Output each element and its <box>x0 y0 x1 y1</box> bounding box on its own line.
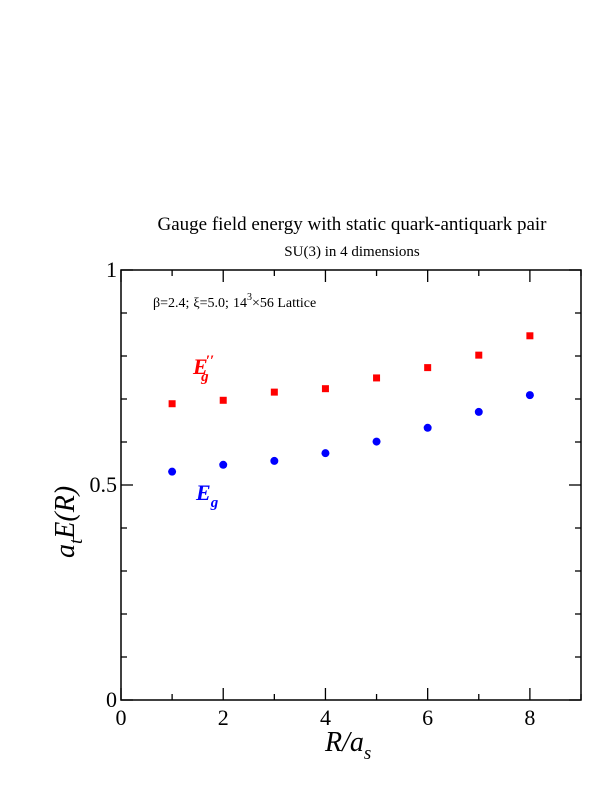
plot-frame <box>120 269 582 701</box>
x-tick-label: 8 <box>524 705 535 730</box>
x-tick-label: 0 <box>116 705 127 730</box>
y-tick-label: 0.5 <box>90 472 118 497</box>
data-point-series-0 <box>270 388 278 396</box>
y-tick-label: 1 <box>106 257 117 282</box>
x-tick-label: 2 <box>218 705 229 730</box>
data-point-series-1 <box>423 423 432 432</box>
lattice-annotation: β=2.4; ξ=5.0; 143×56 Lattice <box>153 292 316 311</box>
series-label-e-double-prime: E′′ g <box>192 353 214 385</box>
data-point-series-0 <box>321 385 329 393</box>
data-point-series-1 <box>321 449 330 458</box>
data-point-series-1 <box>270 456 279 465</box>
data-point-series-1 <box>525 391 534 400</box>
data-point-series-0 <box>168 400 176 408</box>
data-point-series-1 <box>474 407 483 416</box>
x-tick-label: 4 <box>320 705 331 730</box>
series-label-e-g: Eg <box>195 480 219 511</box>
data-point-series-0 <box>424 364 432 372</box>
data-point-series-0 <box>219 396 227 404</box>
chart-title: Gauge field energy with static quark-ant… <box>157 214 547 235</box>
data-point-series-0 <box>475 351 483 359</box>
data-point-series-1 <box>372 437 381 446</box>
data-point-series-0 <box>373 374 381 382</box>
data-series <box>168 332 534 476</box>
data-point-series-1 <box>219 460 228 469</box>
chart-subtitle: SU(3) in 4 dimensions <box>284 244 420 260</box>
x-tick-label: 6 <box>422 705 433 730</box>
axis-tick-labels: 0 2 4 6 8 0 0.5 1 <box>90 257 536 730</box>
axis-ticks <box>120 269 582 701</box>
data-point-series-0 <box>526 332 534 340</box>
x-axis-label: R/as <box>324 727 371 764</box>
y-tick-label: 0 <box>106 687 117 712</box>
y-axis-label: atE(R) <box>50 486 87 558</box>
data-point-series-1 <box>168 467 177 476</box>
